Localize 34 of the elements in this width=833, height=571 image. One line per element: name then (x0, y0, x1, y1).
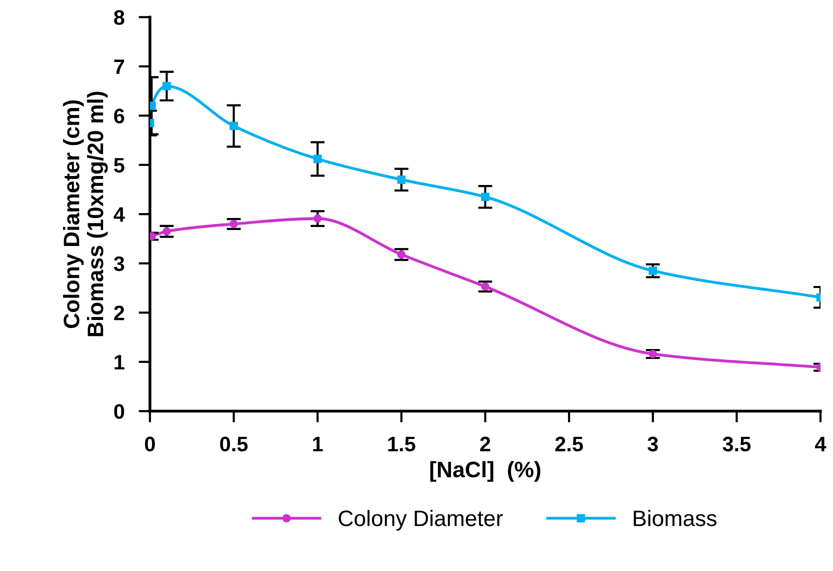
y-tick-label: 7 (114, 60, 124, 74)
point (230, 122, 238, 130)
y-tick-label: 8 (114, 10, 124, 25)
point (648, 266, 658, 275)
y-tick-label: 0 (114, 404, 124, 419)
point (481, 192, 490, 202)
x-tick-label: 4 (815, 436, 826, 452)
x-tick-label: 1 (313, 436, 323, 452)
x-tick-label: 0.5 (220, 436, 248, 452)
point (162, 82, 171, 90)
legend-label: Biomass (634, 510, 716, 526)
x-axis-title: [NaCl] (%) (430, 461, 540, 482)
x-tick-label: 2 (480, 436, 490, 452)
point (397, 250, 406, 259)
y-tick-label: 2 (114, 306, 124, 320)
point (230, 220, 238, 228)
y-tick-label: 6 (114, 108, 124, 124)
x-tick-label: 3 (648, 436, 658, 452)
x-tick-label: 1.5 (388, 436, 416, 452)
y-tick-label: 3 (114, 256, 124, 272)
point (162, 227, 171, 236)
y-tick-label: 5 (114, 158, 124, 173)
y-tick-label: 1 (114, 355, 124, 370)
legend-label: Colony Diameter (338, 510, 503, 531)
x-tick-label: 2.5 (555, 436, 583, 452)
point (481, 282, 490, 291)
y-axis-title: Colony Diameter (cm) Biomass (10xmg/20 ml) (63, 92, 108, 336)
point (648, 350, 658, 358)
point (313, 154, 322, 164)
x-tick-label: 3.5 (722, 436, 751, 452)
y-tick-label: 4 (114, 207, 125, 222)
point (313, 214, 322, 223)
x-tick-label: 0 (144, 436, 155, 452)
point (397, 175, 406, 184)
